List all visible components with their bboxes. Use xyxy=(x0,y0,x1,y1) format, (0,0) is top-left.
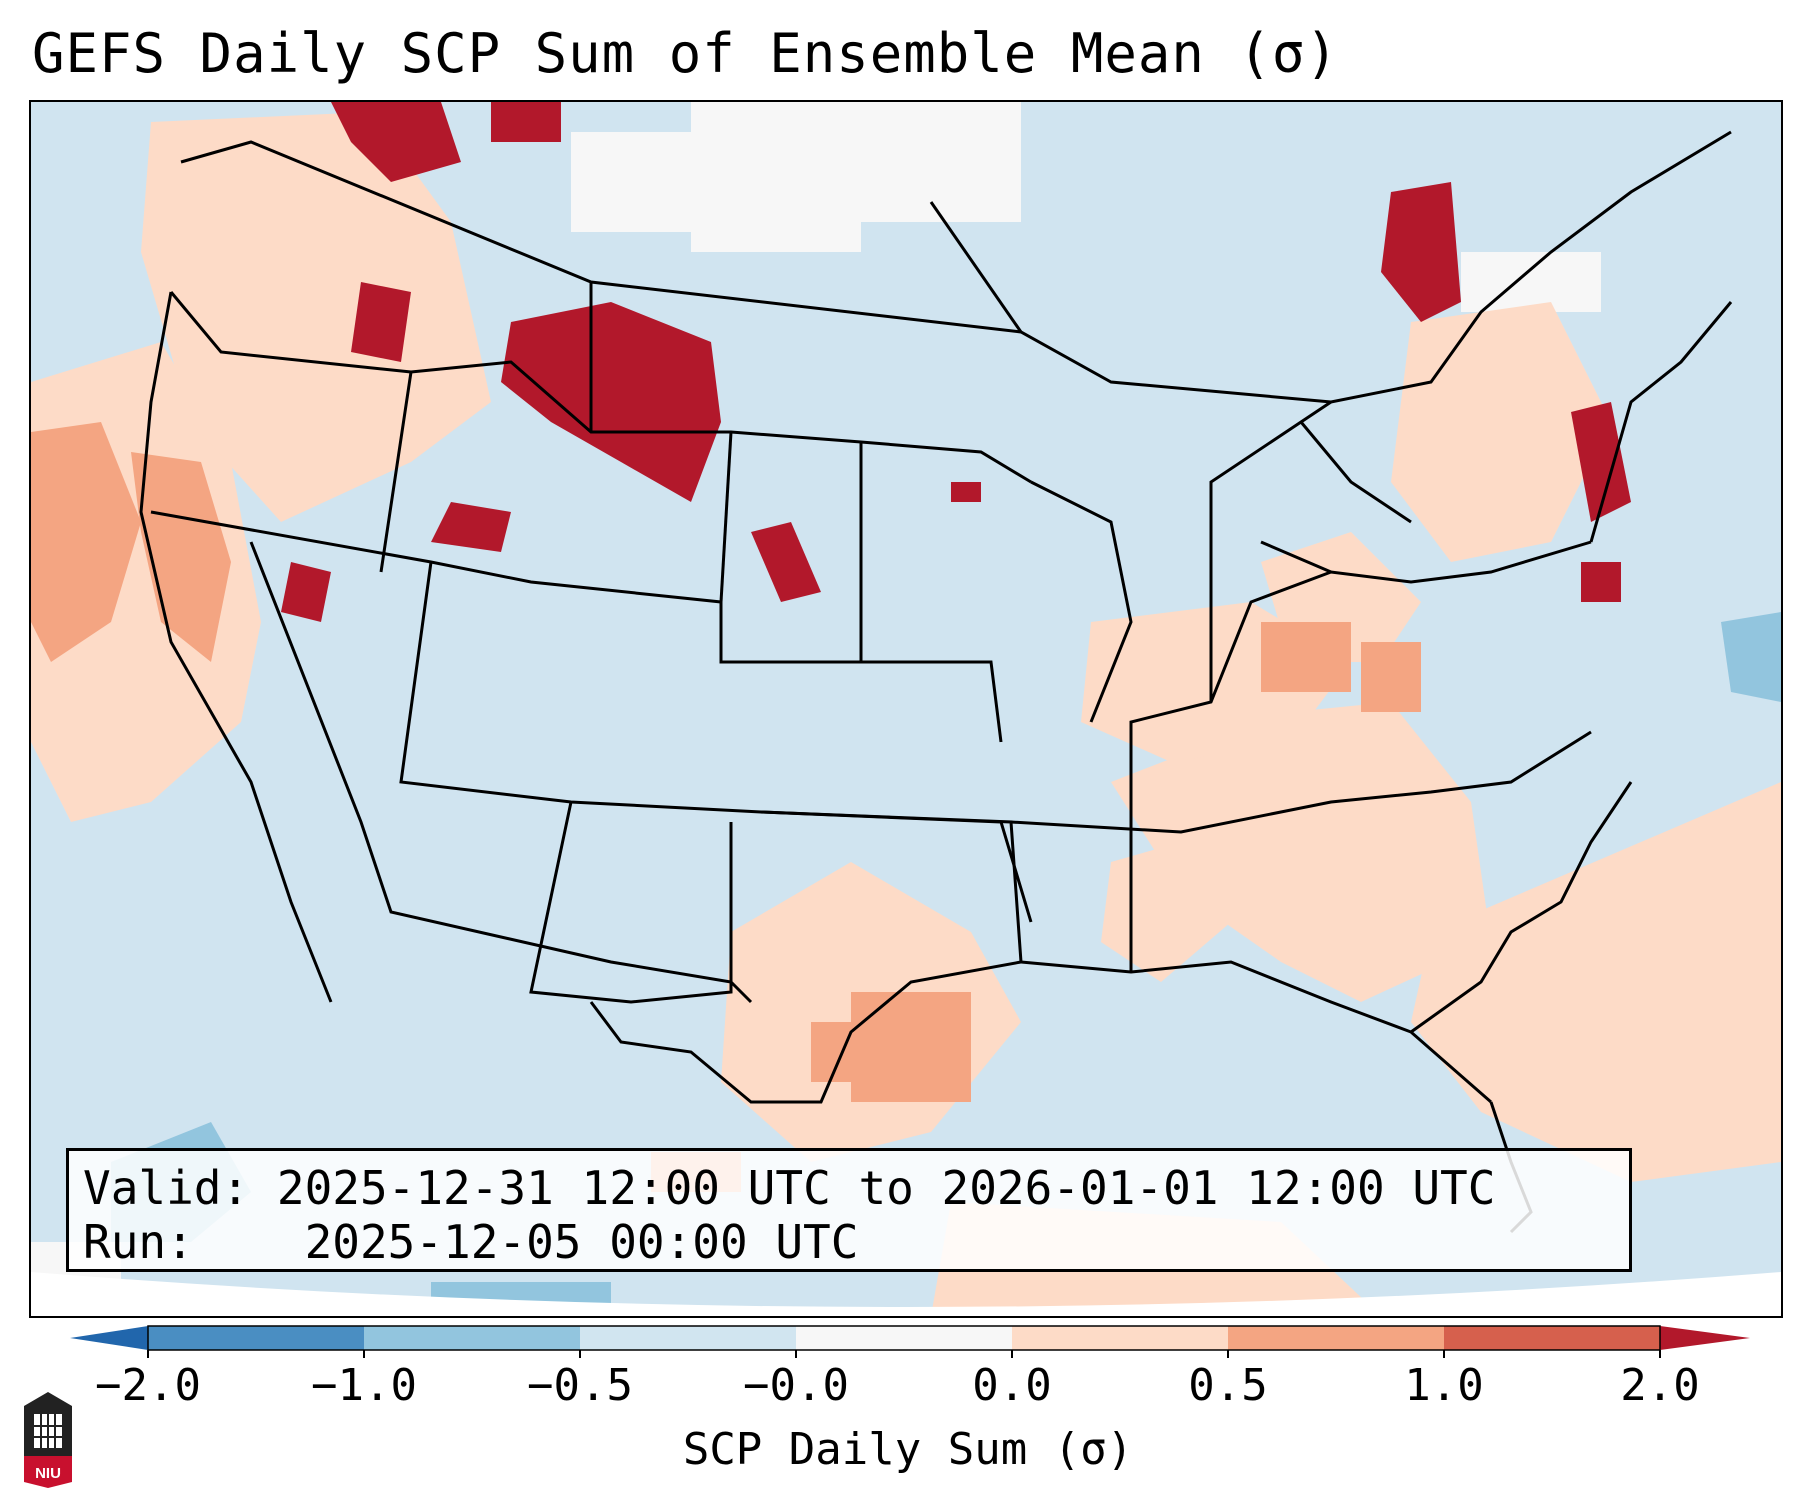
map-canvas xyxy=(31,102,1781,1316)
niu-logo: NIU xyxy=(20,1388,76,1488)
map-title: GEFS Daily SCP Sum of Ensemble Mean (σ) xyxy=(32,22,1339,85)
colorbar-extend-high xyxy=(1660,1326,1750,1350)
political-borders xyxy=(139,130,1733,1234)
logo-text: NIU xyxy=(35,1465,61,1482)
high-anomaly-areas xyxy=(281,102,1631,622)
colorbar-bin-2 xyxy=(364,1326,580,1350)
projection-edge xyxy=(31,1272,1781,1316)
colorbar-tick: 2.0 xyxy=(1620,1360,1700,1411)
colorbar-tick: −1.0 xyxy=(311,1360,417,1411)
colorbar-bin-1 xyxy=(148,1326,364,1350)
colorbar-bin-7 xyxy=(1444,1326,1660,1350)
colorbar-bin-5 xyxy=(1012,1326,1228,1350)
colorbar-tick: −0.5 xyxy=(527,1360,633,1411)
colorbar-tick: 0.5 xyxy=(1188,1360,1268,1411)
valid-line: Valid: 2025-12-31 12:00 UTC to 2026-01-0… xyxy=(83,1161,1496,1215)
colorbar-tick: −0.0 xyxy=(743,1360,849,1411)
colorbar-extend-low xyxy=(70,1326,148,1350)
run-line: Run: 2025-12-05 00:00 UTC xyxy=(83,1215,859,1269)
colorbar-tick: 0.0 xyxy=(972,1360,1052,1411)
colorbar-bin-6 xyxy=(1228,1326,1444,1350)
colorbar-bin-3 xyxy=(580,1326,796,1350)
colorbar xyxy=(70,1325,1750,1358)
colorbar-bin-4 xyxy=(796,1326,1012,1350)
validity-box: Valid: 2025-12-31 12:00 UTC to 2026-01-0… xyxy=(66,1148,1632,1272)
colorbar-label: SCP Daily Sum (σ) xyxy=(682,1424,1134,1475)
colorbar-tick: 1.0 xyxy=(1404,1360,1484,1411)
colorbar-tick: −2.0 xyxy=(95,1360,201,1411)
map-panel[interactable] xyxy=(29,100,1783,1318)
